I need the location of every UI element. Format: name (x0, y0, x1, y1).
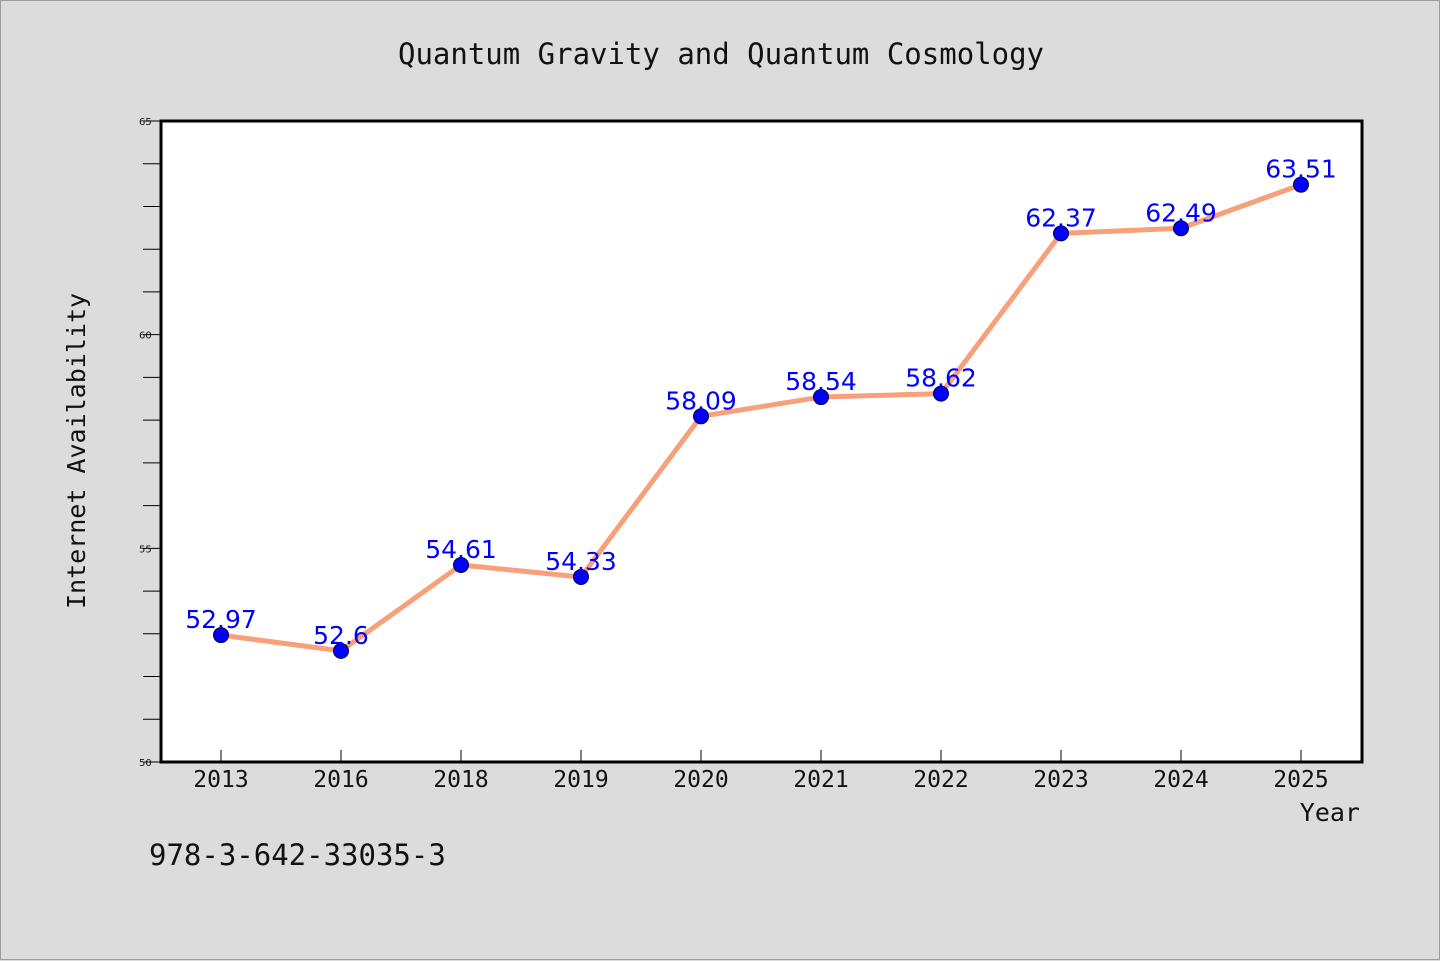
data-point (453, 556, 469, 573)
data-point (813, 389, 829, 406)
data-label: 58.62 (905, 364, 977, 393)
series-line-group (220, 182, 1302, 654)
data-label: 58.09 (665, 386, 737, 415)
data-label: 63.51 (1265, 155, 1337, 184)
data-labels-group: 52.97 52.6 54.61 54.33 58.09 58.54 58.62 62.37 6… (185, 155, 1337, 650)
data-point (1293, 176, 1309, 193)
y-tick-label: 60 (139, 331, 152, 342)
x-axis: 2013 2016 2018 2019 2020 2021 2022 2023 2024 2025 (193, 750, 1329, 793)
x-tick-label: 2023 (1033, 767, 1088, 793)
data-label: 54.33 (545, 547, 617, 576)
data-point (693, 408, 709, 425)
data-label: 54.61 (425, 535, 497, 564)
y-tick-label: 55 (139, 544, 152, 555)
data-point (213, 627, 229, 644)
x-tick-label: 2018 (433, 767, 488, 793)
data-point (1173, 220, 1189, 237)
x-tick-label: 2019 (553, 767, 608, 793)
x-tick-label: 2025 (1273, 767, 1328, 793)
footer-isbn: 978-3-642-33035-3 (149, 838, 446, 872)
x-tick-label: 2021 (793, 767, 848, 793)
y-tick-label: 50 (139, 758, 152, 769)
data-label: 62.49 (1145, 198, 1217, 227)
chart-title: Quantum Gravity and Quantum Cosmology (398, 37, 1044, 71)
y-axis: 50 55 60 65 (139, 117, 161, 769)
x-tick-label: 2016 (313, 767, 368, 793)
x-tick-label: 2020 (673, 767, 728, 793)
y-axis-label: Internet Availability (62, 293, 91, 609)
data-label: 52.97 (185, 605, 257, 634)
x-tick-label: 2013 (193, 767, 248, 793)
x-tick-label: 2024 (1153, 767, 1208, 793)
data-point (333, 642, 349, 659)
y-tick-label: 65 (139, 117, 152, 128)
series-line (220, 182, 1302, 654)
x-axis-label: Year (1300, 798, 1360, 827)
data-label: 52.6 (313, 621, 369, 650)
markers-group (213, 176, 1309, 659)
data-point (933, 385, 949, 402)
data-point (573, 568, 589, 585)
data-label: 62.37 (1025, 203, 1097, 232)
data-label: 58.54 (785, 367, 857, 396)
data-point (1053, 225, 1069, 242)
x-tick-label: 2022 (913, 767, 968, 793)
